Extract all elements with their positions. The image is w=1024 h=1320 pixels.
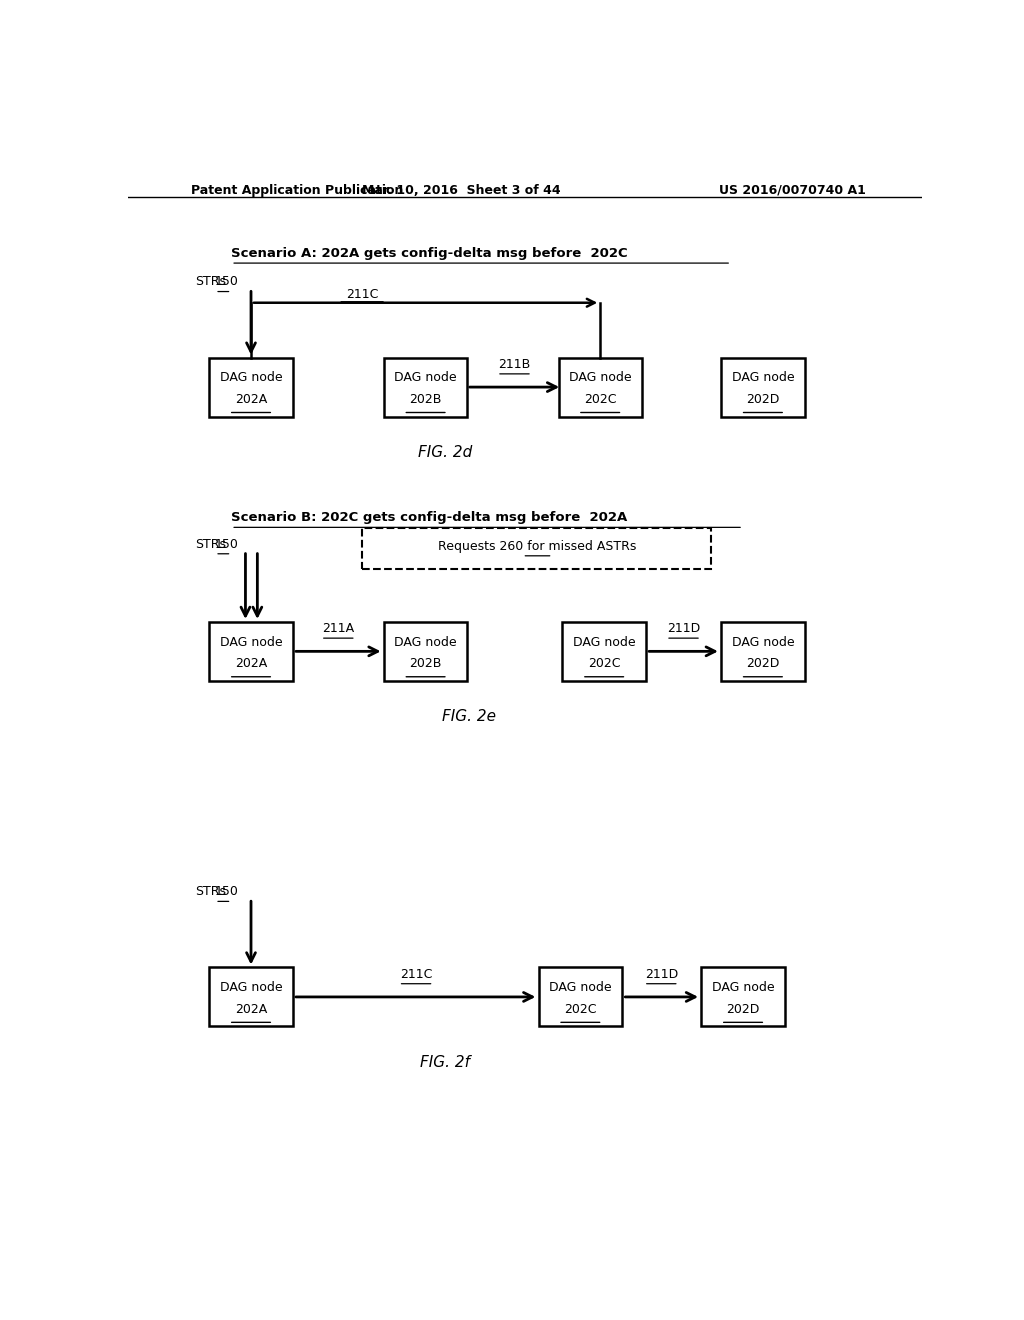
Text: 211C: 211C [346, 288, 378, 301]
Text: DAG node: DAG node [394, 371, 457, 384]
FancyBboxPatch shape [209, 622, 293, 681]
Text: DAG node: DAG node [731, 636, 795, 648]
FancyBboxPatch shape [384, 622, 467, 681]
FancyBboxPatch shape [721, 622, 805, 681]
Text: DAG node: DAG node [394, 636, 457, 648]
Text: Patent Application Publication: Patent Application Publication [191, 183, 403, 197]
FancyBboxPatch shape [558, 358, 642, 417]
Text: DAG node: DAG node [572, 636, 636, 648]
Text: DAG node: DAG node [712, 981, 774, 994]
Text: 211D: 211D [667, 622, 700, 635]
Text: 150: 150 [215, 886, 239, 899]
Text: 202C: 202C [564, 1003, 597, 1015]
Text: 202D: 202D [726, 1003, 760, 1015]
Text: 202A: 202A [234, 393, 267, 405]
FancyBboxPatch shape [701, 968, 784, 1027]
FancyBboxPatch shape [539, 968, 622, 1027]
Text: 202B: 202B [410, 393, 441, 405]
FancyBboxPatch shape [562, 622, 646, 681]
Text: FIG. 2d: FIG. 2d [419, 445, 472, 461]
FancyBboxPatch shape [209, 968, 293, 1027]
FancyBboxPatch shape [209, 358, 293, 417]
Text: 211A: 211A [323, 622, 354, 635]
Text: 211C: 211C [400, 968, 432, 981]
Text: DAG node: DAG node [220, 371, 283, 384]
Text: DAG node: DAG node [569, 371, 632, 384]
Text: DAG node: DAG node [549, 981, 611, 994]
Text: STRs: STRs [196, 886, 226, 899]
Text: FIG. 2f: FIG. 2f [421, 1055, 470, 1071]
Text: DAG node: DAG node [731, 371, 795, 384]
Text: 202B: 202B [410, 657, 441, 671]
Text: US 2016/0070740 A1: US 2016/0070740 A1 [719, 183, 866, 197]
FancyBboxPatch shape [362, 528, 712, 569]
Text: 202A: 202A [234, 657, 267, 671]
Text: Requests 260 for missed ASTRs: Requests 260 for missed ASTRs [437, 540, 636, 553]
Text: 150: 150 [215, 537, 239, 550]
Text: 211B: 211B [499, 358, 530, 371]
Text: Scenario B: 202C gets config-delta msg before  202A: Scenario B: 202C gets config-delta msg b… [231, 511, 628, 524]
Text: 150: 150 [215, 276, 239, 289]
Text: STRs: STRs [196, 537, 226, 550]
Text: 202C: 202C [584, 393, 616, 405]
Text: FIG. 2e: FIG. 2e [442, 709, 497, 725]
Text: Scenario A: 202A gets config-delta msg before  202C: Scenario A: 202A gets config-delta msg b… [231, 247, 628, 260]
Text: Mar. 10, 2016  Sheet 3 of 44: Mar. 10, 2016 Sheet 3 of 44 [362, 183, 560, 197]
Text: 202C: 202C [588, 657, 621, 671]
Text: STRs: STRs [196, 276, 226, 289]
Text: DAG node: DAG node [220, 636, 283, 648]
Text: 202D: 202D [746, 393, 779, 405]
FancyBboxPatch shape [384, 358, 467, 417]
Text: DAG node: DAG node [220, 981, 283, 994]
FancyBboxPatch shape [721, 358, 805, 417]
Text: 202D: 202D [746, 657, 779, 671]
Text: 202A: 202A [234, 1003, 267, 1015]
Text: 211D: 211D [645, 968, 678, 981]
